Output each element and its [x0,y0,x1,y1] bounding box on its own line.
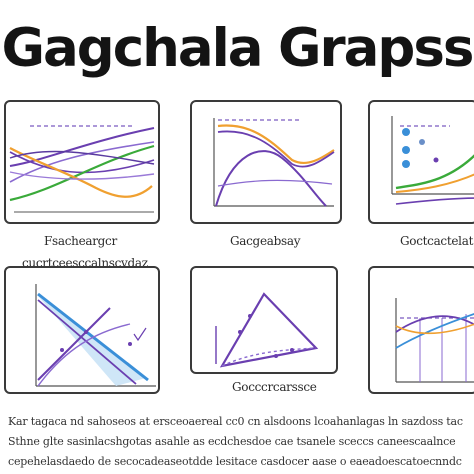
description-line-2: Sthne glte sasinlacshgotas asahle as ecd… [8,435,456,448]
panel-1-caption: Fsacheargcr [44,234,117,248]
description-text: Kar tagaca nd sahoseos at ersceoaereal c… [8,412,466,472]
panel-2-caption: Gacgeabsay [230,234,301,248]
graph-panel-6 [368,266,474,394]
scatter-line-graph [391,116,474,205]
triangle-graph [35,284,156,387]
graph-panel-1 [4,100,160,224]
description-line-1: Kar tagaca nd sahoseos at ersceoaereal c… [8,415,463,428]
curve-graph [213,118,335,207]
panel-5-caption: Gocccrcarssce [232,380,317,394]
page-title: Gagchala Grapss [1,18,474,79]
description-line-3: cepehelasdaedo de secocadeaseotdde lesit… [8,455,462,468]
graph-panel-5 [190,266,338,374]
triangle-line-graph [215,292,319,368]
panel-3-caption: Goctcactelat [400,234,474,248]
graph-panel-2 [190,100,342,224]
line-graph-multi [9,125,155,213]
graph-panel-3 [368,100,474,224]
graph-panel-4 [4,266,160,394]
bar-line-graph [395,298,474,383]
